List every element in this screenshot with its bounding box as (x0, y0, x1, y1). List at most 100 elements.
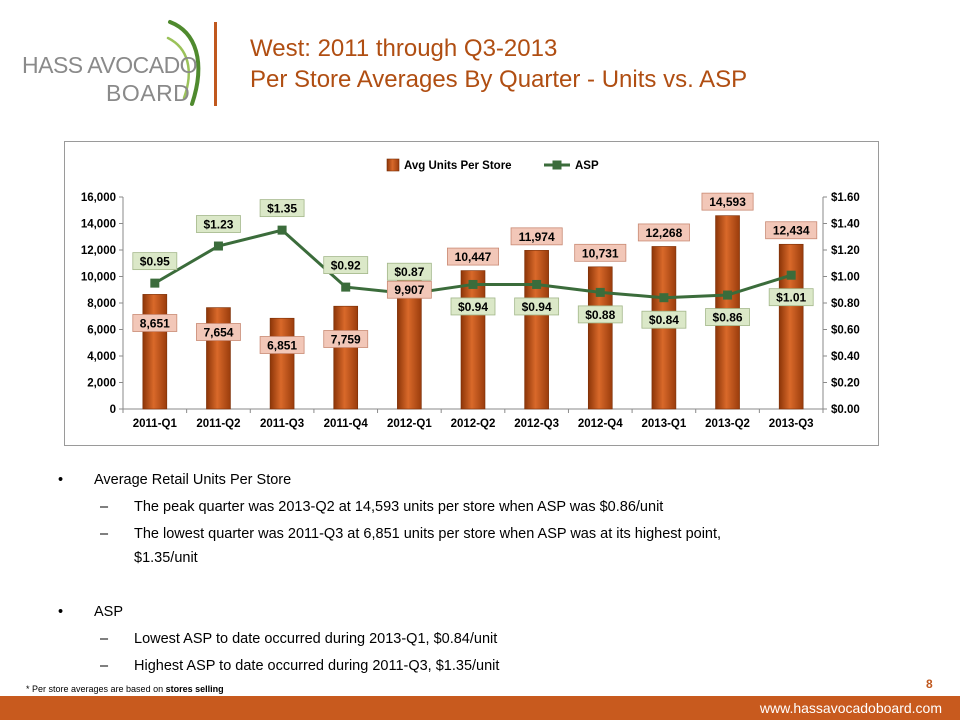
bullet-subitem: The peak quarter was 2013-Q2 at 14,593 u… (134, 499, 664, 515)
asp-data-label-box (132, 252, 178, 271)
bullet-dash: – (100, 526, 109, 542)
bullet-subitem-continued: $1.35/unit (134, 550, 198, 566)
x-tick-label: 2013-Q1 (642, 418, 687, 430)
x-tick-label: 2012-Q4 (578, 418, 623, 430)
unit-data-label-box (701, 192, 754, 211)
asp-data-label-box (450, 297, 496, 316)
x-tick-label: 2013-Q2 (705, 418, 750, 430)
y-left-tick-label: 12,000 (81, 245, 116, 257)
asp-data-label-box (386, 262, 432, 281)
unit-data-label: 7,759 (331, 333, 361, 347)
bar-avg-units-2013-Q3 (778, 243, 804, 410)
asp-point-2012-Q3 (532, 279, 542, 289)
slide-title-line2: Per Store Averages By Quarter - Units vs… (250, 66, 748, 93)
x-tick-label: 2012-Q2 (451, 418, 496, 430)
bullet-dash: – (100, 631, 109, 647)
y-left-tick-label: 0 (110, 404, 116, 416)
y-right-tick-label: $1.40 (831, 219, 860, 231)
asp-point-2011-Q3 (277, 225, 287, 235)
asp-data-label: $1.35 (267, 202, 297, 216)
y-left-tick-label: 8,000 (87, 298, 116, 310)
y-left-tick-label: 14,000 (81, 219, 116, 231)
unit-data-label-box (259, 336, 305, 354)
unit-data-label-box (132, 314, 178, 332)
unit-data-label: 8,651 (140, 317, 170, 331)
bullet-subitem: The lowest quarter was 2011-Q3 at 6,851 … (134, 526, 722, 542)
asp-point-2011-Q2 (213, 241, 223, 251)
asp-data-label: $1.01 (776, 291, 806, 305)
asp-point-2012-Q4 (595, 287, 605, 297)
asp-data-label-box (768, 288, 814, 307)
asp-point-2011-Q4 (341, 282, 351, 292)
bar-avg-units-2011-Q3 (269, 317, 295, 410)
asp-data-label: $0.86 (713, 311, 743, 325)
bullet-dot: • (58, 472, 64, 488)
bar-avg-units-2011-Q4 (333, 305, 359, 410)
bar-avg-units-2011-Q1 (142, 294, 168, 410)
unit-data-label: 14,593 (709, 195, 746, 209)
bullet-subitem: Lowest ASP to date occurred during 2013-… (134, 631, 498, 647)
units-vs-asp-chart: 0 2,000 4,000 6,000 8,000 10,000 12,000 14,000 1… (64, 141, 879, 446)
footnote-bold: stores selling (165, 684, 224, 694)
y-right-tick-label: $0.20 (831, 378, 860, 390)
footer-url: www.hassavocadoboard.com (759, 700, 942, 716)
bar-avg-units-2012-Q2 (460, 270, 486, 410)
y-right-tick-label: $0.80 (831, 298, 860, 310)
bar-avg-units-2012-Q3 (524, 250, 549, 410)
unit-data-label-box (574, 243, 627, 262)
x-tick-label: 2012-Q3 (514, 418, 559, 430)
slide-title-line1: West: 2011 through Q3-2013 (250, 35, 558, 62)
asp-point-2013-Q3 (786, 270, 796, 280)
y-right-tick-label: $0.40 (831, 351, 860, 363)
y-right-tick-label: $0.60 (831, 325, 860, 337)
unit-data-label-box (637, 223, 690, 242)
asp-data-label: $0.88 (585, 308, 615, 322)
bullet-dash: – (100, 499, 109, 515)
asp-data-label: $1.23 (203, 218, 233, 232)
unit-data-label-box (196, 323, 241, 341)
slide-title: West: 2011 through Q3-2013 Per Store Ave… (250, 33, 747, 95)
x-tick-label: 2011-Q3 (260, 418, 304, 430)
y-right-tick-label: $1.00 (831, 272, 860, 284)
y-right-tick-label: $1.20 (831, 245, 860, 257)
legend-units-label: Avg Units Per Store (404, 160, 512, 172)
legend-asp-marker (552, 160, 562, 170)
asp-data-label: $0.87 (394, 265, 424, 279)
bullet-heading: ASP (94, 604, 124, 620)
y-left-tick-label: 4,000 (87, 351, 116, 363)
asp-data-label-box (577, 305, 623, 324)
asp-data-label: $0.95 (140, 255, 170, 269)
asp-data-label-box (514, 297, 560, 316)
legend-asp-label: ASP (575, 160, 599, 172)
unit-data-label: 12,434 (773, 224, 810, 238)
unit-data-label: 9,907 (394, 283, 424, 297)
unit-data-label: 12,268 (646, 226, 683, 240)
bullet-dot: • (58, 604, 64, 620)
y-right-tick-label: $1.60 (831, 192, 860, 204)
asp-data-label-box (705, 308, 750, 326)
asp-point-2013-Q2 (723, 290, 733, 300)
unit-data-label: 7,654 (203, 326, 233, 340)
asp-point-2012-Q2 (468, 279, 478, 289)
bullet-heading: Average Retail Units Per Store (94, 472, 292, 488)
y-left-tick-label: 6,000 (87, 325, 116, 337)
page-number: 8 (926, 677, 933, 691)
chart-canvas: 0 2,000 4,000 6,000 8,000 10,000 12,000 14,000 1… (81, 158, 860, 430)
unit-data-label: 6,851 (267, 339, 297, 353)
asp-data-label: $0.94 (458, 300, 488, 314)
footnote-text: * Per store averages are based on (26, 684, 166, 694)
legend-units-swatch (386, 158, 400, 172)
unit-data-label: 10,447 (455, 250, 492, 264)
hass-avocado-board-logo: HASS AVOCADO BOARD (14, 10, 214, 106)
asp-data-label-box (641, 310, 687, 329)
y-left-tick-label: 10,000 (81, 272, 116, 284)
bullet-subitem: Highest ASP to date occurred during 2011… (134, 658, 500, 674)
avocado-leaf-icon (166, 20, 201, 106)
x-tick-label: 2011-Q1 (133, 418, 178, 430)
logo-text-line2: BOARD (106, 80, 191, 106)
logo-text-line1: HASS AVOCADO (22, 52, 198, 78)
unit-data-label: 10,731 (582, 246, 619, 260)
asp-data-label: $0.92 (331, 259, 361, 273)
x-tick-label: 2011-Q2 (196, 418, 240, 430)
x-tick-label: 2012-Q1 (387, 418, 432, 430)
